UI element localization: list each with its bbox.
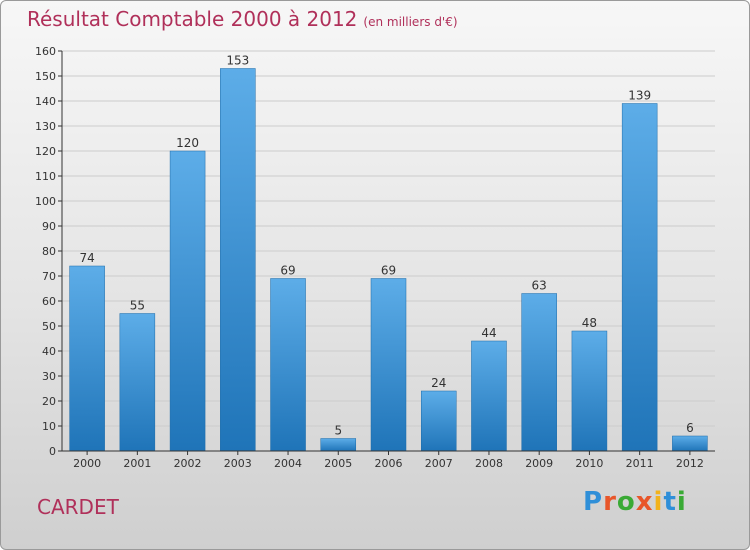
x-tick-label: 2005 [324,457,352,470]
bar-value-label: 44 [481,326,496,340]
y-tick-label: 60 [42,295,56,308]
bar-value-label: 74 [79,251,94,265]
labels: 0 10 20 30 40 50 60 70 80 90 100 110 120 130 140 150 160… [35,45,704,470]
bar-2012 [672,435,708,452]
bar-value-label: 5 [334,424,342,438]
bars [69,68,708,452]
x-tick-label: 2012 [676,457,704,470]
bar-value-label: 120 [176,136,199,150]
bar-2004 [270,278,306,452]
bar-2006 [370,278,407,452]
logo-letter: o [616,487,636,517]
x-tick-label: 2000 [73,457,101,470]
title-unit: (en milliers d'€) [363,15,458,29]
city-name: CARDET [37,495,119,519]
y-tick-label: 120 [35,145,56,158]
y-tick-label: 150 [35,70,56,83]
bar-2000 [69,265,105,452]
bar-value-label: 48 [582,316,597,330]
y-tick-label: 140 [35,95,56,108]
title-text: Résultat Comptable 2000 à 2012 [27,7,358,31]
y-tick-label: 0 [49,445,56,458]
bar-2011 [621,103,658,452]
bar-value-label: 69 [280,264,295,278]
x-tick-label: 2010 [575,457,603,470]
logo-letter: i [653,487,664,517]
y-tick-label: 50 [42,320,56,333]
y-tick-label: 70 [42,270,56,283]
bar-2005 [320,438,357,452]
logo-letter: P [583,487,604,517]
x-tick-label: 2004 [274,457,302,470]
y-tick-label: 20 [42,395,56,408]
y-tick-label: 110 [35,170,56,183]
bar-value-label: 63 [532,279,547,293]
bar-value-label: 153 [226,54,249,68]
bar-2010 [571,330,608,452]
y-tick-label: 100 [35,195,56,208]
bar-2009 [521,293,557,452]
bar-value-label: 69 [381,264,396,278]
bar-value-label: 55 [130,299,145,313]
bar-2008 [471,340,507,452]
x-tick-label: 2007 [425,457,453,470]
logo-letter: x [635,487,654,517]
x-tick-label: 2002 [174,457,202,470]
bar-2001 [119,313,156,452]
x-tick-label: 2003 [224,457,252,470]
y-tick-label: 160 [35,45,56,58]
proxiti-logo: Proxiti [583,487,687,517]
y-tick-label: 10 [42,420,56,433]
x-tick-label: 2009 [525,457,553,470]
bar-2003 [220,68,256,452]
y-tick-label: 80 [42,245,56,258]
axes [58,50,715,455]
bar-value-label: 6 [686,421,694,435]
bar-value-label: 24 [431,376,446,390]
x-tick-label: 2008 [475,457,503,470]
chart-title: Résultat Comptable 2000 à 2012 (en millie… [27,7,458,31]
bar-2002 [169,150,206,452]
bar-2007 [420,390,457,452]
logo-letter: r [603,487,617,517]
x-tick-label: 2001 [123,457,151,470]
y-tick-label: 40 [42,345,56,358]
y-tick-label: 130 [35,120,56,133]
logo-letter: t [663,487,677,517]
y-tick-label: 30 [42,370,56,383]
logo-letter: i [676,487,687,517]
x-tick-label: 2011 [626,457,654,470]
bar-value-label: 139 [628,89,651,103]
x-tick-label: 2006 [375,457,403,470]
y-tick-label: 90 [42,220,56,233]
